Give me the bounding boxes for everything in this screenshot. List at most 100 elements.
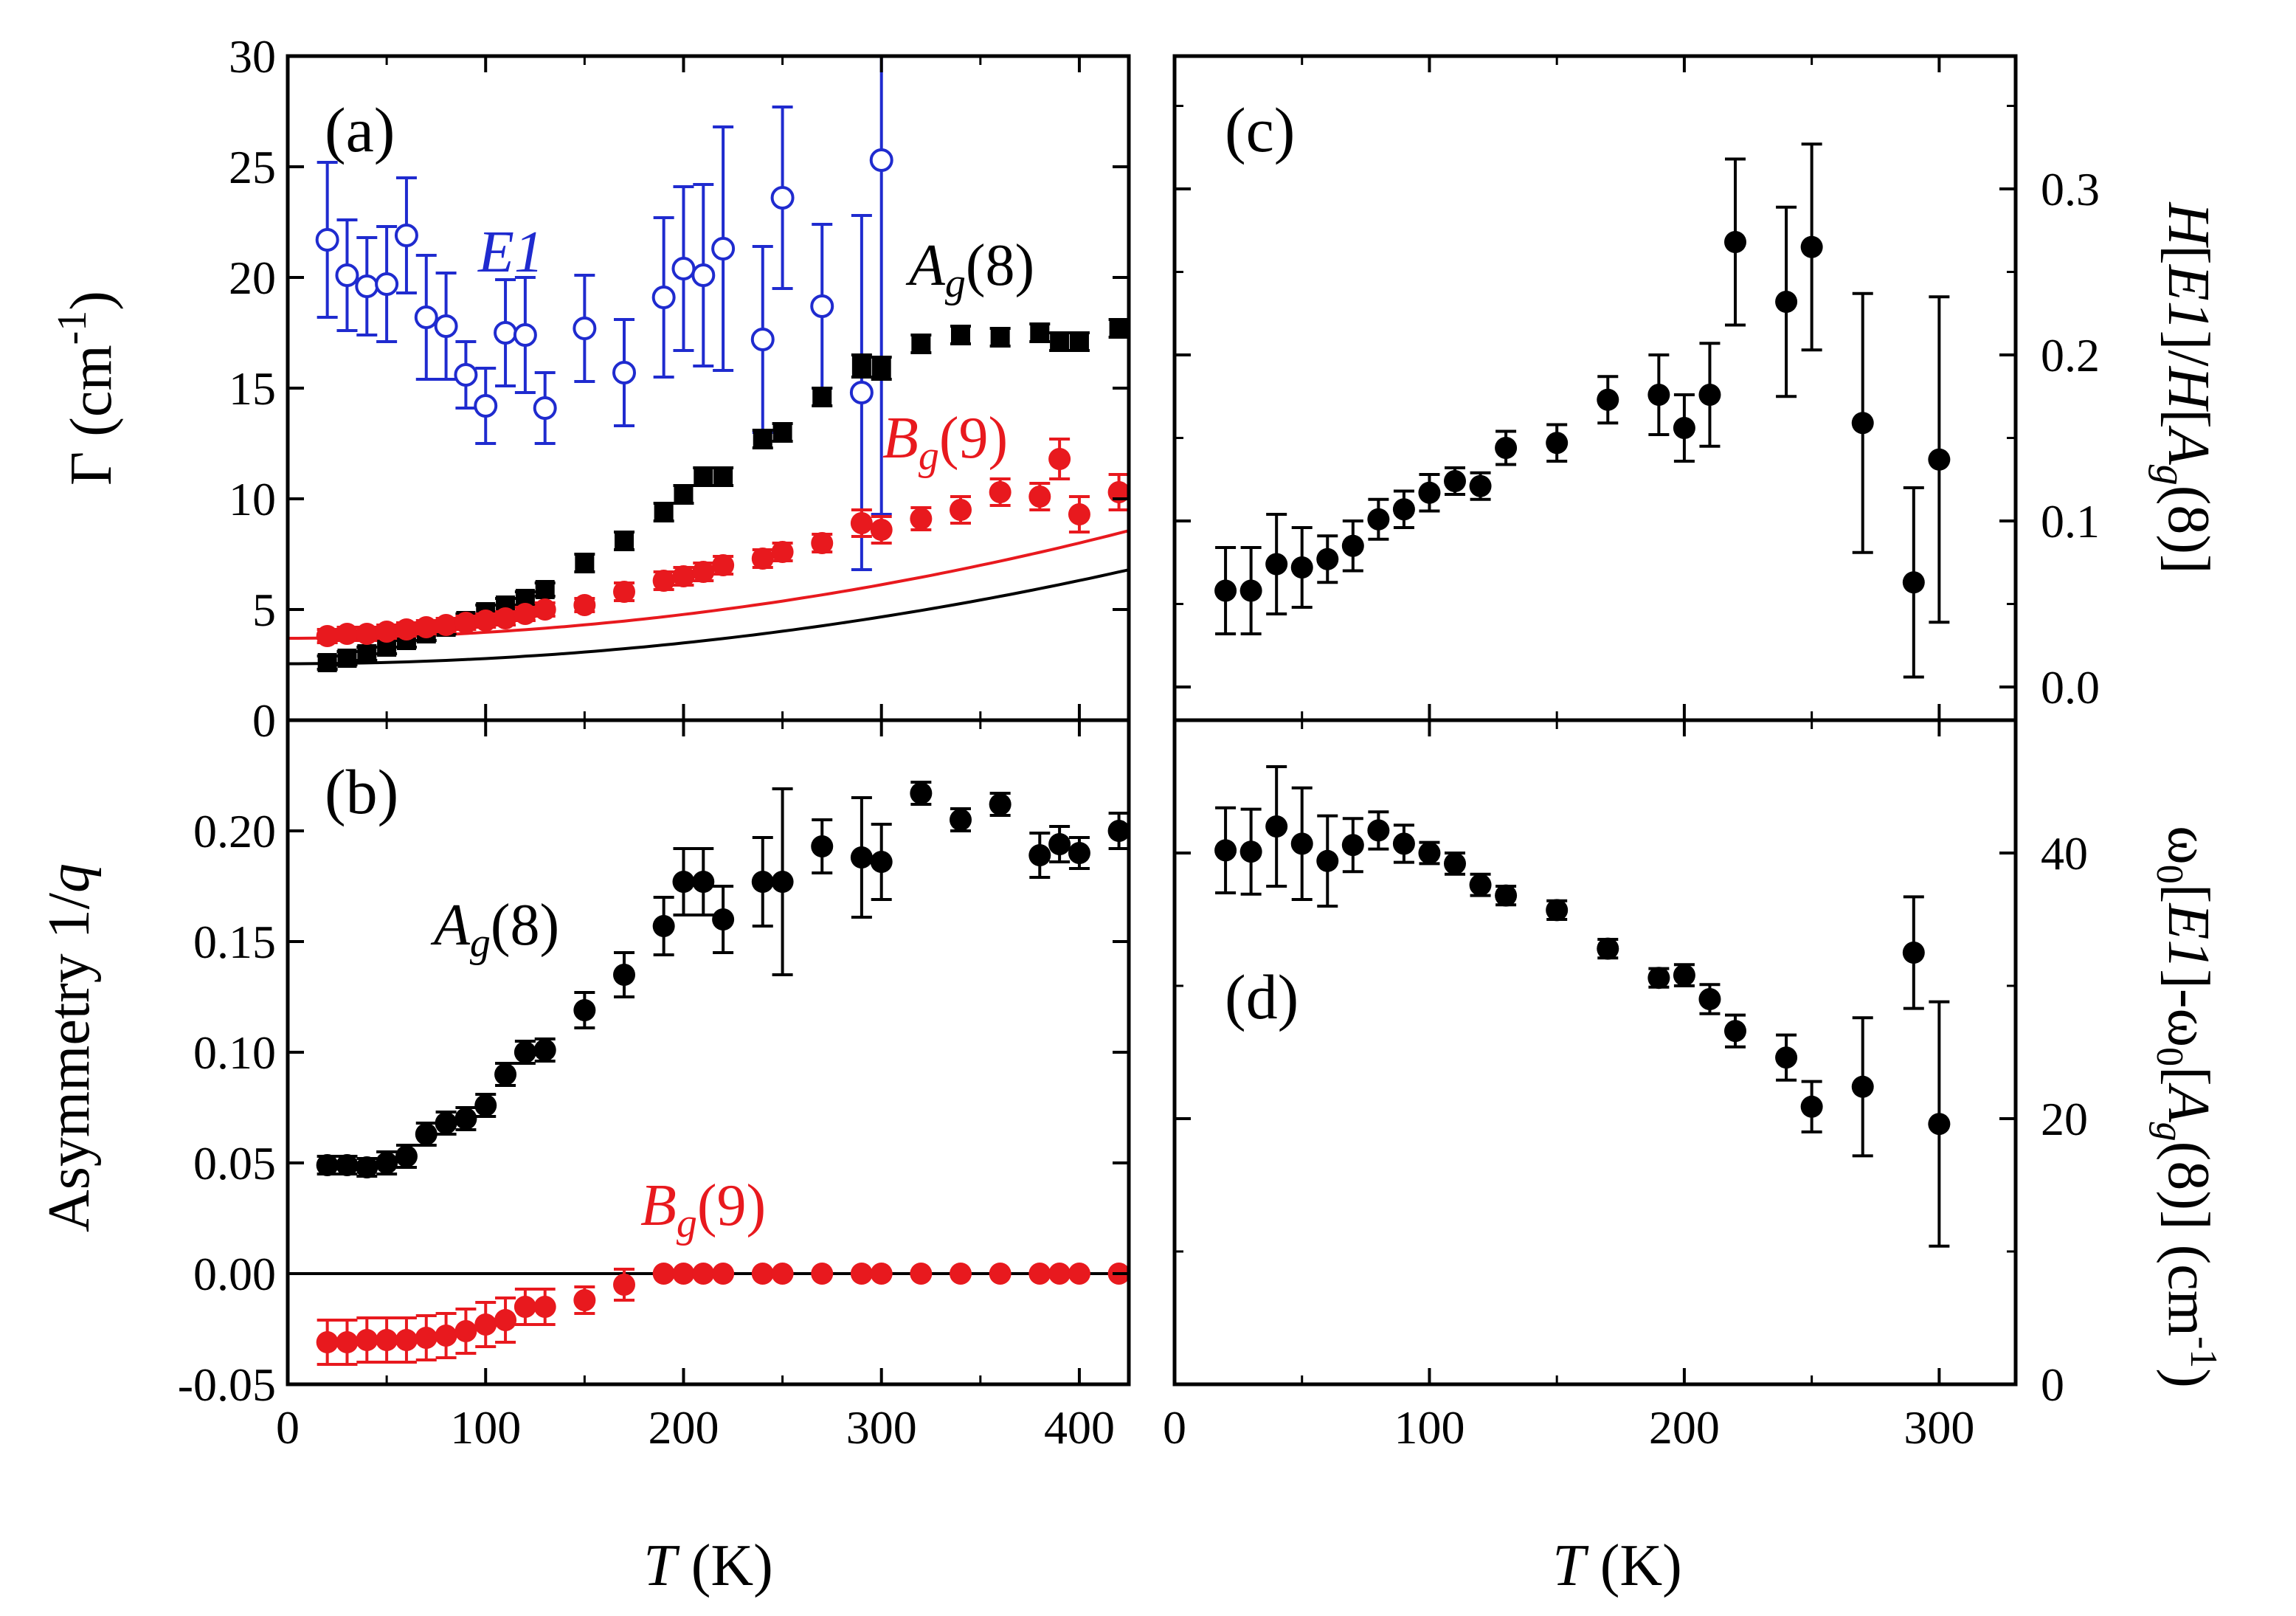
point-ag-8- [812,387,832,407]
point-bg-9- [989,1263,1012,1285]
y-tick-label: 5 [252,584,276,636]
point-ag-8- [751,871,774,893]
point-ag-8- [989,793,1012,815]
y-tick-label: 15 [229,362,276,415]
point-bg-9- [751,548,774,570]
point-ag-8- [950,809,972,831]
point--0-e1-0-ag-8- [1239,840,1262,863]
point-bg-9- [613,1274,635,1296]
point-e1 [849,381,874,404]
x-tick-label: 300 [1903,1401,1974,1454]
point-bg-9- [811,1263,834,1285]
y-tick-label: 0.20 [193,805,276,857]
point--0-e1-0-ag-8- [1495,884,1518,907]
fit-line [288,568,1129,666]
point-bg-9- [454,612,477,634]
point-bg-9- [376,1329,398,1351]
panel-d-frame [1172,718,2018,1387]
point--0-e1-0-ag-8- [1392,832,1415,855]
ag8-label-b: Ag(8) [430,893,559,966]
point-bg-9- [950,499,972,521]
point-ag-8- [674,485,694,504]
point-ag-8- [316,1154,339,1176]
point-ag-8- [870,851,893,873]
point--0-e1-0-ag-8- [1214,839,1237,862]
point-bg-9- [336,1331,359,1353]
point-ag-8- [317,653,337,672]
point-bg-9- [474,610,497,632]
point-ag-8- [1068,842,1090,864]
point--0-e1-0-ag-8- [1418,842,1441,864]
point-bg-9- [1068,503,1090,525]
point--0-e1-0-ag-8- [1673,964,1695,987]
panel-d-label: (d) [1225,961,1299,1032]
point-bg-9- [692,561,715,583]
point--0-e1-0-ag-8- [1341,834,1364,857]
point-ag-8- [415,1123,438,1145]
point-h-e1-h-ag-8- [1265,553,1288,576]
point-bg-9- [811,532,834,554]
point-h-e1-h-ag-8- [1469,474,1492,497]
point-bg-9- [652,1263,675,1285]
point-bg-9- [316,1331,339,1353]
point--0-e1-0-ag-8- [1290,832,1313,855]
point-bg-9- [336,623,359,645]
y-tick-label: 0.0 [2041,661,2100,714]
point-e1 [711,237,736,260]
point-h-e1-h-ag-8- [1367,508,1390,531]
point-ag-8- [1050,332,1070,351]
panel-a-label: (a) [325,94,395,165]
point-bg-9- [910,508,933,530]
point--0-e1-0-ag-8- [1367,819,1390,842]
point-bg-9- [356,1329,378,1351]
point-e1 [375,272,399,296]
point-ag-8- [535,580,555,599]
point-bg-9- [870,519,893,541]
point-ag-8- [336,1154,359,1176]
point-ag-8- [951,325,970,345]
point-h-e1-h-ag-8- [1928,448,1951,471]
point--0-e1-0-ag-8- [1775,1046,1798,1069]
y-tick-label: 25 [229,141,276,193]
point-ag-8- [376,1152,398,1174]
point-h-e1-h-ag-8- [1851,412,1874,435]
point-e1 [810,294,834,318]
point-ag-8- [694,467,713,486]
point-bg-9- [712,554,735,576]
point--0-e1-0-ag-8- [1902,942,1925,964]
point-ag-8- [1030,323,1050,342]
point-ag-8- [911,334,931,353]
point-ag-8- [990,328,1010,347]
y-tick-label: 0.15 [193,916,276,968]
panel-b-ylabel: Asymmetry 1/q [37,863,102,1232]
point-ag-8- [615,531,634,550]
point-bg-9- [415,1327,438,1349]
point-e1 [414,305,438,329]
point-h-e1-h-ag-8- [1392,498,1415,521]
point--0-e1-0-ag-8- [1647,967,1670,990]
point-ag-8- [337,649,357,668]
point-h-e1-h-ag-8- [1495,437,1518,459]
point-ag-8- [613,964,635,986]
point-bg-9- [771,1263,794,1285]
point-h-e1-h-ag-8- [1418,481,1441,504]
point-ag-8- [672,871,695,893]
y-tick-label: 0.1 [2041,495,2100,548]
point-bg-9- [672,565,695,587]
point--0-e1-0-ag-8- [1597,937,1619,960]
point-bg-9- [494,607,517,629]
point--0-e1-0-ag-8- [1444,852,1466,875]
point-e1 [612,361,636,384]
point-h-e1-h-ag-8- [1673,417,1695,439]
panel-d: 0 100 200 300 0 20 40 (d) ω0[E1]-ω0[Ag(8)] (c… [1163,718,2224,1598]
point-bg-9- [652,570,675,592]
bg9-label-a: Bg(9) [882,406,1008,479]
point-bg-9- [1028,1263,1051,1285]
point-h-e1-h-ag-8- [1647,384,1670,406]
point-ag-8- [652,915,675,937]
panel-c-ylabel: H[E1]/H[Ag(8)] [2148,201,2221,573]
point-e1 [394,224,418,247]
point-ag-8- [1028,844,1051,866]
point--0-e1-0-ag-8- [1265,815,1288,838]
point-bg-9- [950,1263,972,1285]
